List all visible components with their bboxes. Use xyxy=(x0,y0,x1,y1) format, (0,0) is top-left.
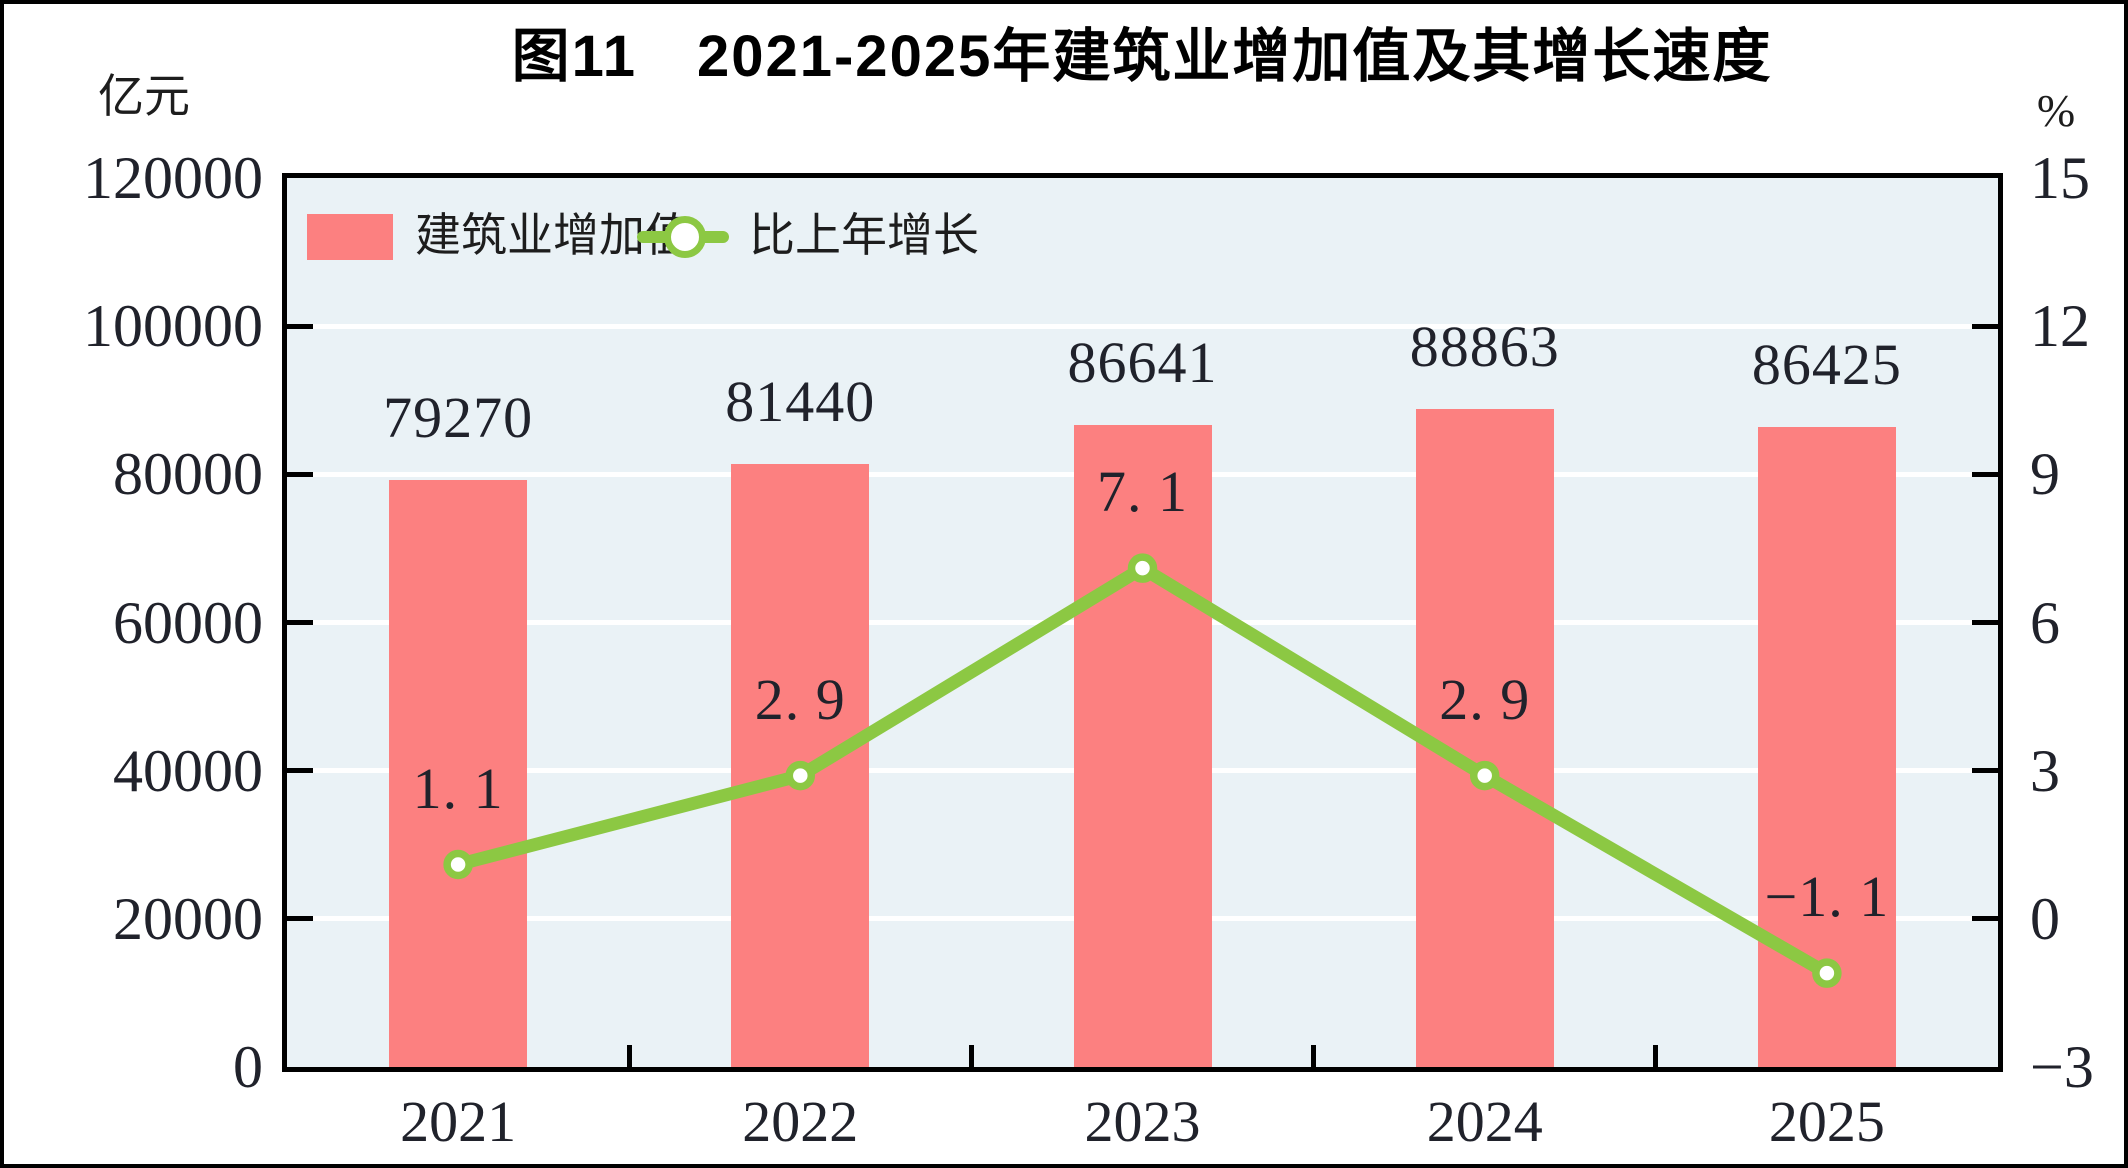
x-axis-tick-2 xyxy=(968,1045,974,1067)
bar-2025 xyxy=(1757,426,1896,1067)
right-axis-tick-60000 xyxy=(1972,620,1998,625)
line-value-label-2023: 7. 1 xyxy=(1097,459,1188,525)
legend-line-marker-icon xyxy=(664,216,706,258)
line-value-label-2025: −1. 1 xyxy=(1764,864,1890,930)
left-axis-tick-80000 xyxy=(287,471,313,477)
left-axis-label-100000: 100000 xyxy=(83,293,263,360)
bar-value-label-2022: 81440 xyxy=(725,368,876,434)
bar-value-label-2024: 88863 xyxy=(1409,313,1560,379)
right-axis-label-6: 6 xyxy=(2030,589,2060,656)
right-axis-label-3: 3 xyxy=(2030,737,2060,804)
bar-value-label-2025: 86425 xyxy=(1751,331,1902,397)
right-axis-label-9: 9 xyxy=(2030,441,2060,508)
line-value-label-2021: 1. 1 xyxy=(412,755,504,821)
x-axis-tick-4 xyxy=(1653,1045,1659,1067)
left-axis-label-60000: 60000 xyxy=(113,589,263,656)
x-axis-label-2025: 2025 xyxy=(1768,1089,1885,1154)
line-value-label-2022: 2. 9 xyxy=(754,666,846,732)
left-axis-label-80000: 80000 xyxy=(113,441,263,508)
left-axis-label-40000: 40000 xyxy=(113,737,263,804)
right-axis-label-−3: −3 xyxy=(2030,1034,2094,1100)
right-axis-tick-20000 xyxy=(1972,916,1998,922)
left-axis-tick-40000 xyxy=(287,768,313,774)
left-axis-unit-label: 亿元 xyxy=(98,71,190,122)
x-axis-tick-3 xyxy=(1311,1045,1317,1067)
bar-value-label-2021: 79270 xyxy=(383,384,534,450)
x-axis-label-2024: 2024 xyxy=(1426,1089,1543,1154)
legend-item-line-label: 比上年增长 xyxy=(749,210,979,261)
left-axis-label-120000: 120000 xyxy=(83,145,263,211)
left-axis-tick-100000 xyxy=(287,323,313,329)
gridline-100000 xyxy=(287,323,1998,329)
bar-2024 xyxy=(1415,408,1554,1067)
right-axis-label-15: 15 xyxy=(2030,145,2090,211)
chart-title: 图11 2021-2025年建筑业增加值及其增长速度 xyxy=(511,24,1773,89)
right-axis-tick-100000 xyxy=(1972,323,1998,329)
x-axis-tick-1 xyxy=(626,1045,632,1067)
legend-bar-swatch xyxy=(307,214,393,260)
right-axis-tick-80000 xyxy=(1972,471,1998,477)
left-axis-tick-20000 xyxy=(287,916,313,922)
left-axis-label-20000: 20000 xyxy=(113,885,263,952)
left-axis-tick-60000 xyxy=(287,620,313,625)
line-value-label-2024: 2. 9 xyxy=(1439,666,1531,732)
left-axis-label-0: 0 xyxy=(233,1034,263,1100)
x-axis-label-2022: 2022 xyxy=(742,1089,859,1154)
right-axis-unit-label: % xyxy=(2036,85,2076,136)
right-axis-label-0: 0 xyxy=(2030,885,2060,952)
bar-2022 xyxy=(731,463,870,1067)
x-axis-label-2021: 2021 xyxy=(400,1089,517,1154)
x-axis-label-2023: 2023 xyxy=(1084,1089,1201,1154)
right-axis-label-12: 12 xyxy=(2030,293,2090,360)
bar-value-label-2023: 86641 xyxy=(1067,330,1218,396)
right-axis-tick-40000 xyxy=(1972,768,1998,774)
plot-area: 79270 81440 86641 88863 86425 1. 1 2. 9 7. 1 2. … xyxy=(282,173,2003,1072)
